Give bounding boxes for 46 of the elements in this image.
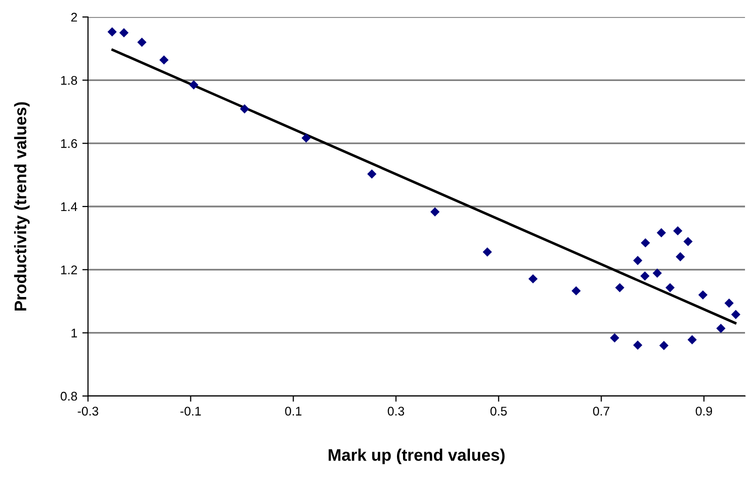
- point: [430, 207, 440, 216]
- point: [572, 286, 581, 296]
- point: [302, 133, 311, 143]
- x-tick-label: 0.7: [593, 406, 610, 416]
- y-tick-label: 1.8: [61, 76, 78, 85]
- y-tick-label: 1: [72, 328, 77, 338]
- point: [640, 271, 650, 281]
- y-tick-label: 1.4: [61, 202, 78, 212]
- point: [482, 247, 492, 257]
- point: [240, 104, 250, 114]
- point: [137, 38, 146, 47]
- point: [367, 169, 376, 179]
- point: [640, 238, 650, 248]
- point: [615, 283, 624, 292]
- y-tick-label: 1.2: [61, 265, 77, 274]
- point: [676, 252, 685, 262]
- point: [108, 27, 117, 36]
- y-tick-label: 1.6: [61, 139, 78, 148]
- x-tick-label: -0.3: [78, 406, 98, 416]
- y-tick-label: 0.8: [60, 392, 78, 401]
- point: [528, 274, 538, 284]
- point: [683, 236, 693, 246]
- point: [659, 340, 669, 350]
- x-tick-label: -0.1: [180, 406, 201, 416]
- point: [189, 80, 198, 90]
- point: [724, 298, 734, 308]
- y-tick-label: 2: [71, 12, 77, 22]
- x-axis-title: Mark up (trend values): [328, 448, 505, 464]
- point: [716, 324, 726, 334]
- y-axis-title: Productivity (trend values): [14, 102, 30, 310]
- point: [731, 310, 740, 320]
- point: [665, 283, 675, 292]
- point: [688, 335, 697, 344]
- point: [698, 290, 708, 300]
- point: [119, 28, 129, 38]
- point: [656, 228, 666, 238]
- x-tick-label: 0.1: [285, 406, 302, 416]
- point: [633, 256, 642, 266]
- point: [610, 333, 620, 342]
- x-tick-label: 0.9: [696, 406, 712, 416]
- point: [159, 55, 169, 65]
- x-tick-label: 0.5: [490, 406, 507, 416]
- point: [633, 340, 642, 350]
- point: [652, 268, 662, 278]
- x-tick-label: 0.3: [388, 406, 404, 416]
- point: [673, 226, 682, 236]
